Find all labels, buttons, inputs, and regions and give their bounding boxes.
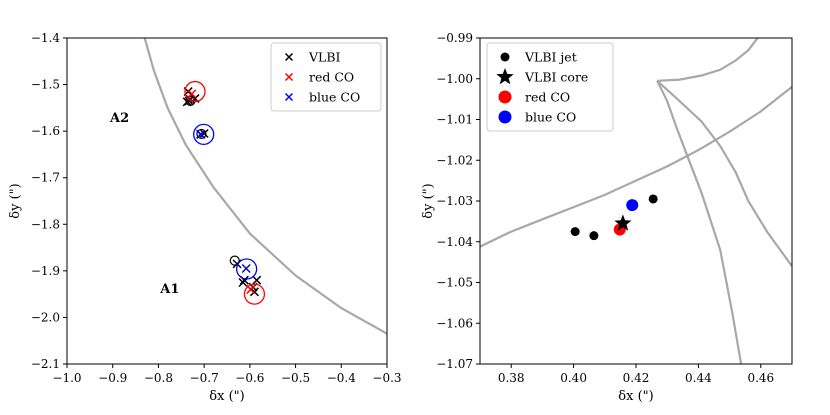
legend-entry: blue CO bbox=[284, 90, 360, 105]
legend-marker bbox=[498, 110, 512, 124]
y-tick-label: −1.5 bbox=[31, 78, 60, 92]
legend-label: VLBI jet bbox=[524, 50, 577, 65]
red-co-circle bbox=[243, 283, 266, 305]
legend-label: VLBI core bbox=[524, 70, 588, 85]
y-tick-label: −1.02 bbox=[436, 153, 473, 167]
vlbi-core-point bbox=[614, 214, 632, 231]
blue-co-point bbox=[195, 129, 206, 139]
legend-marker bbox=[496, 68, 514, 85]
left-x-axis-title: δx (") bbox=[209, 389, 244, 404]
vlbi-jet-point bbox=[648, 194, 658, 204]
legend-entry: VLBI bbox=[284, 50, 341, 65]
legend-entry: VLBI jet bbox=[500, 50, 577, 65]
vlbi-jet-point bbox=[570, 227, 580, 237]
right-panel: 0.38 0.40 0.42 0.44 0.46 −0.99 −1.00 −1.01 −1.02… bbox=[421, 31, 793, 404]
x-tick-label: 0.46 bbox=[747, 371, 774, 385]
right-legend: VLBI jet VLBI core red CO blue CO bbox=[486, 42, 614, 132]
right-curves bbox=[480, 38, 792, 364]
y-tick-label: −1.7 bbox=[31, 171, 60, 185]
y-tick-label: −1.9 bbox=[31, 264, 60, 278]
curve-1 bbox=[656, 79, 792, 267]
x-tick-label: −0.7 bbox=[190, 371, 219, 385]
x-tick-label: −0.3 bbox=[372, 371, 401, 385]
blue-co-point bbox=[241, 263, 251, 274]
blue-co-point bbox=[626, 199, 639, 212]
annotation-a2: A2 bbox=[109, 111, 129, 126]
legend-marker bbox=[284, 92, 294, 102]
annotation-a1: A1 bbox=[159, 282, 179, 297]
legend-marker bbox=[500, 52, 510, 62]
curve-2 bbox=[656, 80, 743, 364]
legend-label: red CO bbox=[309, 70, 354, 85]
vlbi-point bbox=[252, 275, 262, 285]
legend-entry: blue CO bbox=[498, 110, 576, 125]
left-marks bbox=[182, 80, 266, 305]
blue-co-circle bbox=[193, 123, 215, 146]
left-ticks: −1.0 −0.9 −0.8 −0.7 −0.6 −0.5 −0.4 −0.3 −1.4 −1.5… bbox=[31, 31, 402, 385]
x-tick-label: 0.42 bbox=[623, 371, 650, 385]
legend-entry: red CO bbox=[284, 70, 354, 85]
y-tick-label: −1.8 bbox=[31, 217, 60, 231]
curve-0 bbox=[143, 38, 387, 335]
legend-box bbox=[486, 42, 614, 132]
left-legend: VLBI red CO blue CO bbox=[270, 42, 382, 112]
y-tick-label: −1.05 bbox=[436, 276, 473, 290]
legend-marker bbox=[284, 52, 294, 62]
red-co-circle bbox=[184, 80, 206, 103]
curve-3 bbox=[657, 38, 759, 82]
right-ticks: 0.38 0.40 0.42 0.44 0.46 −0.99 −1.00 −1.01 −1.02… bbox=[436, 31, 774, 385]
left-panel: −1.0 −0.9 −0.8 −0.7 −0.6 −0.5 −0.4 −0.3 −1.4 −1.5… bbox=[8, 31, 402, 404]
right-y-axis-title: δy (") bbox=[421, 183, 436, 218]
x-tick-label: 0.44 bbox=[685, 371, 712, 385]
y-tick-label: −2.1 bbox=[31, 357, 60, 371]
x-tick-label: −0.5 bbox=[281, 371, 310, 385]
x-tick-label: −0.6 bbox=[235, 371, 264, 385]
left-y-axis-title: δy (") bbox=[8, 183, 23, 218]
x-tick-label: −0.9 bbox=[98, 371, 127, 385]
y-tick-label: −1.4 bbox=[31, 31, 61, 45]
curve-0 bbox=[480, 86, 792, 248]
right-marks bbox=[570, 194, 658, 241]
left-annotations: A2 A1 bbox=[109, 111, 179, 297]
legend-box bbox=[270, 42, 382, 112]
y-tick-label: −1.06 bbox=[436, 316, 473, 330]
left-plot-frame bbox=[66, 37, 388, 365]
blue-co-circle bbox=[236, 258, 258, 280]
y-tick-label: −1.00 bbox=[436, 72, 473, 86]
left-curves bbox=[143, 38, 387, 335]
red-co-point bbox=[187, 89, 197, 99]
vlbi-open-circles-point bbox=[185, 95, 196, 106]
y-tick-label: −1.01 bbox=[436, 113, 473, 127]
x-tick-label: 0.38 bbox=[498, 371, 525, 385]
y-tick-label: −2.0 bbox=[31, 310, 60, 324]
y-tick-label: −1.6 bbox=[31, 124, 60, 138]
y-tick-label: −1.04 bbox=[436, 235, 473, 249]
right-x-axis-title: δx (") bbox=[618, 389, 653, 404]
y-tick-label: −1.03 bbox=[436, 194, 473, 208]
legend-marker bbox=[498, 90, 512, 104]
legend-label: blue CO bbox=[525, 110, 576, 125]
x-tick-label: −1.0 bbox=[52, 371, 81, 385]
x-tick-label: −0.8 bbox=[144, 371, 173, 385]
x-tick-label: −0.4 bbox=[327, 371, 357, 385]
vlbi-jet-point bbox=[589, 231, 599, 241]
legend-entry: VLBI core bbox=[496, 68, 588, 85]
legend-label: blue CO bbox=[309, 90, 360, 105]
legend-label: VLBI bbox=[308, 50, 341, 65]
vlbi-open-circles-point bbox=[196, 128, 207, 140]
x-tick-label: 0.40 bbox=[560, 371, 587, 385]
legend-marker bbox=[284, 72, 294, 82]
legend-label: red CO bbox=[525, 90, 570, 105]
y-tick-label: −1.07 bbox=[436, 357, 473, 371]
y-tick-label: −0.99 bbox=[436, 31, 473, 45]
vlbi-open-circles-point bbox=[229, 255, 240, 266]
legend-entry: red CO bbox=[498, 90, 570, 105]
